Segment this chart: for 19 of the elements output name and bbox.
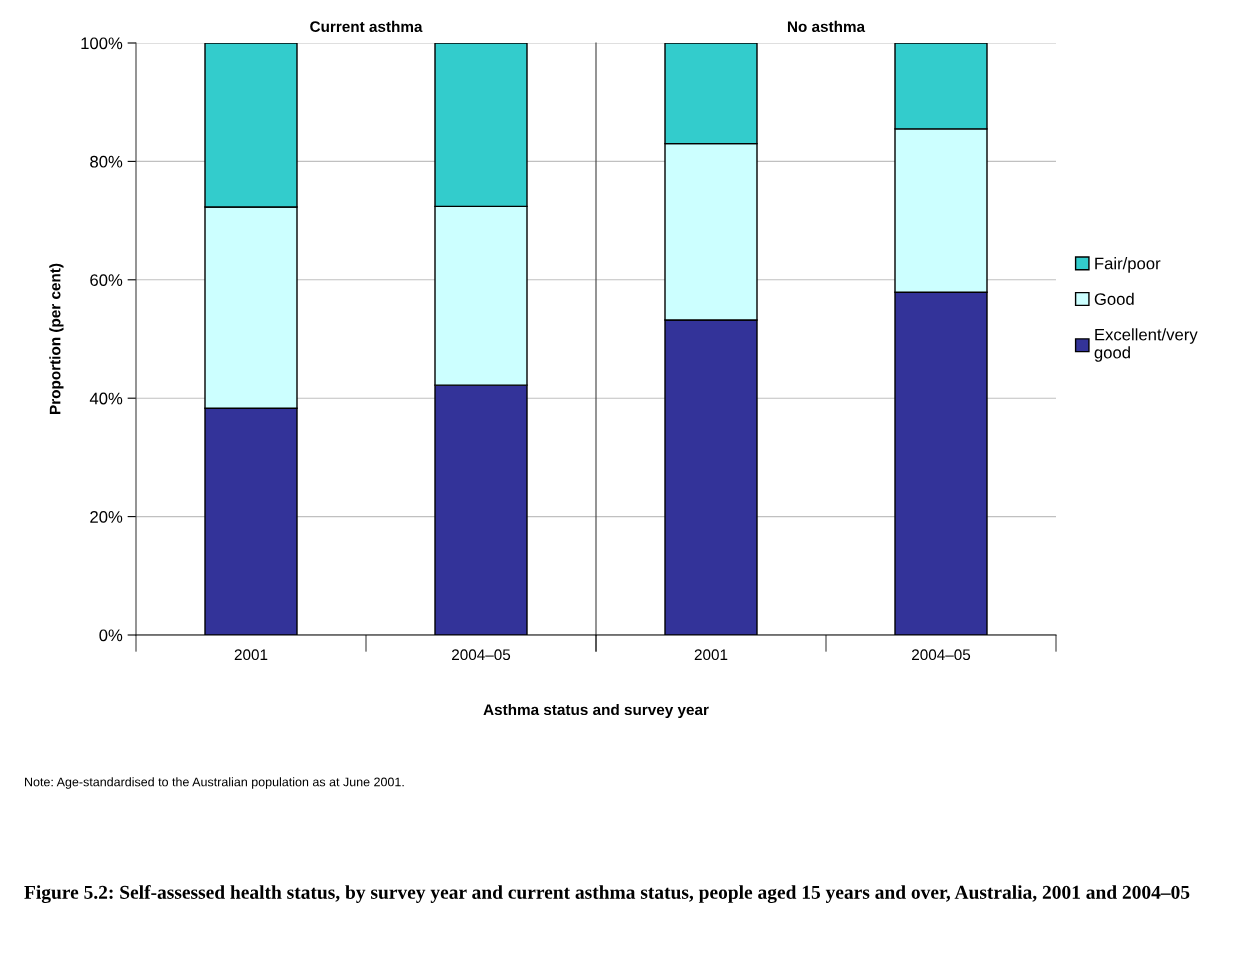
y-axis-title: Proportion (per cent): [49, 263, 64, 414]
y-tick-label: 20%: [90, 511, 123, 523]
legend-label: Fair/poor: [1095, 257, 1161, 273]
y-tick-label: 60%: [90, 274, 123, 286]
legend-label: Excellent/very good: [1094, 328, 1198, 362]
text: Note: Age-standardised to the Australian population as at June 2001.: [25, 777, 404, 789]
chart-title: Current asthma: [310, 20, 423, 33]
legend-label: Good: [1094, 292, 1134, 305]
y-tick-label: 40%: [89, 392, 123, 405]
x-tick-label: 2004–05: [452, 649, 511, 661]
y-tick-label: 0%: [99, 629, 123, 642]
y-tick-label: 100%: [81, 37, 123, 50]
x-tick-label: 2001: [234, 649, 268, 661]
y-tick-label: 80%: [90, 155, 123, 168]
x-tick-label: 2004–05: [912, 649, 971, 661]
chart-title: No asthma: [787, 20, 866, 33]
x-tick-label: 2001: [694, 649, 728, 661]
caption: Figure 5.2: Self-assessed health status, by survey year and current asthma status, people aged 15 years and over, Australia, 2001 and 2004–05: [24, 885, 1190, 903]
x-axis-title: Asthma status and survey year: [483, 703, 709, 719]
